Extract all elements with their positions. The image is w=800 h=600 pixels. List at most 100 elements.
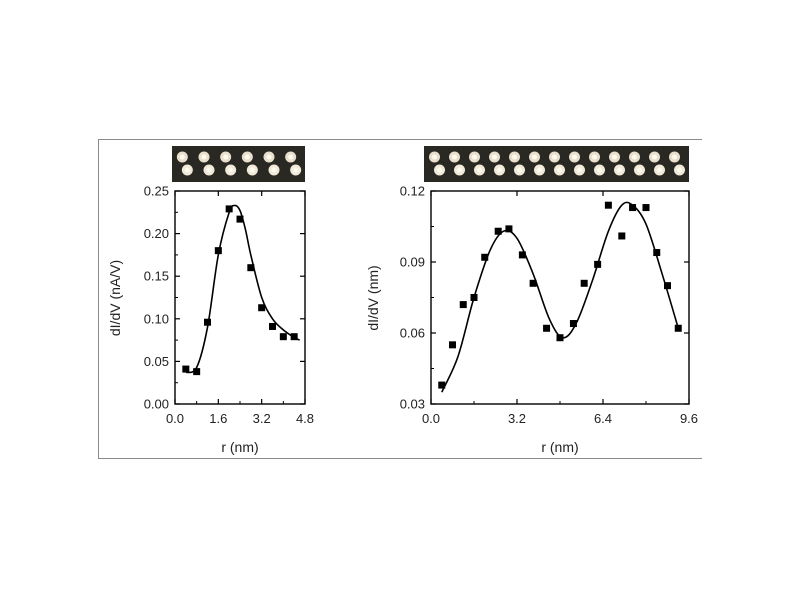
stm-atom-highlight bbox=[477, 167, 482, 173]
x-axis-label-right: r (nm) bbox=[541, 439, 578, 455]
data-point-right bbox=[664, 282, 671, 290]
data-point-left bbox=[258, 304, 266, 312]
stm-atom-highlight bbox=[577, 167, 582, 173]
data-point-right bbox=[618, 232, 626, 240]
stm-dimer bbox=[529, 151, 545, 176]
stm-dimer bbox=[429, 151, 445, 176]
stm-atom-highlight bbox=[492, 154, 497, 160]
stm-atom-highlight bbox=[179, 154, 185, 160]
plot-area-right bbox=[430, 190, 690, 405]
panel-left: 0.0 1.6 3.2 4.8 0.00 0.05 0.10 0.15 0.20 0.25 r (… bbox=[107, 146, 314, 455]
stm-dimer bbox=[449, 151, 465, 176]
stm-atom-highlight bbox=[206, 167, 212, 173]
stm-atom-highlight bbox=[657, 167, 662, 173]
data-point-right bbox=[505, 225, 513, 233]
stm-atom-highlight bbox=[457, 167, 462, 173]
stm-atom-highlight bbox=[677, 167, 682, 173]
x-tick-label-right: 3.2 bbox=[508, 411, 526, 426]
data-point-left bbox=[247, 264, 255, 272]
data-point-right bbox=[653, 249, 661, 257]
data-point-right bbox=[449, 341, 456, 349]
y-tick-label-left: 0.20 bbox=[144, 226, 169, 241]
stm-atom-highlight bbox=[652, 154, 657, 160]
x-tick-label-left: 0.0 bbox=[166, 411, 184, 426]
stm-atom-highlight bbox=[223, 154, 229, 160]
data-point-right bbox=[580, 279, 588, 287]
data-point-left bbox=[204, 318, 211, 326]
y-tick-label-right: 0.09 bbox=[400, 255, 425, 270]
stm-dimer bbox=[669, 151, 685, 176]
stm-atom-highlight bbox=[552, 154, 557, 160]
data-point-right bbox=[438, 381, 446, 389]
data-point-left bbox=[214, 247, 222, 255]
stm-dimer bbox=[285, 151, 302, 176]
stm-dimer bbox=[220, 151, 237, 176]
stm-dimer bbox=[176, 151, 193, 176]
data-point-right bbox=[629, 204, 637, 212]
x-tick-label-left: 4.8 bbox=[296, 411, 314, 426]
stm-atom-highlight bbox=[288, 154, 294, 160]
data-point-right bbox=[674, 324, 682, 332]
x-tick-label-left: 3.2 bbox=[253, 411, 271, 426]
data-point-right bbox=[529, 279, 537, 287]
data-point-right bbox=[481, 253, 489, 261]
stm-dimer bbox=[569, 151, 585, 176]
stm-atom-highlight bbox=[249, 167, 255, 173]
data-point-left bbox=[236, 215, 244, 223]
stm-atom-highlight bbox=[497, 167, 502, 173]
stm-dimer bbox=[489, 151, 505, 176]
stm-dimer bbox=[241, 151, 258, 176]
data-point-left bbox=[225, 205, 233, 213]
stm-dimer bbox=[263, 151, 280, 176]
figure-frame bbox=[98, 139, 702, 459]
x-tick-label-right: 6.4 bbox=[594, 411, 612, 426]
y-tick-label-right: 0.06 bbox=[400, 326, 425, 341]
stm-atom-highlight bbox=[184, 167, 190, 173]
stm-atom-highlight bbox=[612, 154, 617, 160]
stm-atom-highlight bbox=[672, 154, 677, 160]
stm-atom-highlight bbox=[512, 154, 517, 160]
data-point-right bbox=[494, 227, 502, 235]
data-point-right bbox=[569, 320, 577, 328]
stm-dimer bbox=[649, 151, 665, 176]
y-tick-label-right: 0.12 bbox=[400, 184, 425, 199]
stm-dimer bbox=[549, 151, 565, 176]
data-point-right bbox=[470, 294, 478, 301]
y-tick-label-left: 0.10 bbox=[144, 311, 169, 326]
data-point-right bbox=[594, 260, 602, 268]
stm-atom-highlight bbox=[293, 167, 299, 173]
stm-atom-highlight bbox=[537, 167, 542, 173]
stm-atom-highlight bbox=[592, 154, 597, 160]
y-axis-label-right: dI/dV (nm) bbox=[365, 265, 381, 330]
data-point-left bbox=[193, 368, 201, 376]
stm-dimers-right bbox=[429, 151, 685, 176]
stm-atom-highlight bbox=[532, 154, 537, 160]
stm-atom-highlight bbox=[432, 154, 437, 160]
stm-atom-highlight bbox=[637, 167, 642, 173]
stm-dimers-left bbox=[176, 151, 302, 176]
stm-atom-highlight bbox=[271, 167, 277, 173]
data-point-left bbox=[182, 365, 190, 373]
data-point-left bbox=[269, 322, 276, 330]
stm-atom-highlight bbox=[617, 167, 622, 173]
y-tick-label-right: 0.03 bbox=[400, 397, 425, 412]
stm-dimer bbox=[629, 151, 645, 176]
stm-atom-highlight bbox=[472, 154, 477, 160]
panel-right: 0.0 3.2 6.4 9.6 0.03 0.06 0.09 0.12 r (nm) dI/d… bbox=[365, 146, 698, 455]
stm-dimer bbox=[198, 151, 215, 176]
y-tick-label-left: 0.05 bbox=[144, 354, 169, 369]
stm-atom-highlight bbox=[572, 154, 577, 160]
stm-dimer bbox=[469, 151, 485, 176]
stm-image-left bbox=[172, 146, 305, 182]
fit-curve-left bbox=[185, 204, 300, 374]
stm-dimer bbox=[509, 151, 525, 176]
y-tick-label-left: 0.25 bbox=[144, 184, 169, 199]
stm-atom-highlight bbox=[557, 167, 562, 173]
data-point-right bbox=[556, 334, 564, 342]
data-point-right bbox=[518, 251, 526, 259]
x-axis-label-left: r (nm) bbox=[221, 439, 258, 455]
stm-atom-highlight bbox=[244, 154, 250, 160]
stm-image-right bbox=[424, 146, 689, 182]
data-point-left bbox=[279, 333, 287, 341]
